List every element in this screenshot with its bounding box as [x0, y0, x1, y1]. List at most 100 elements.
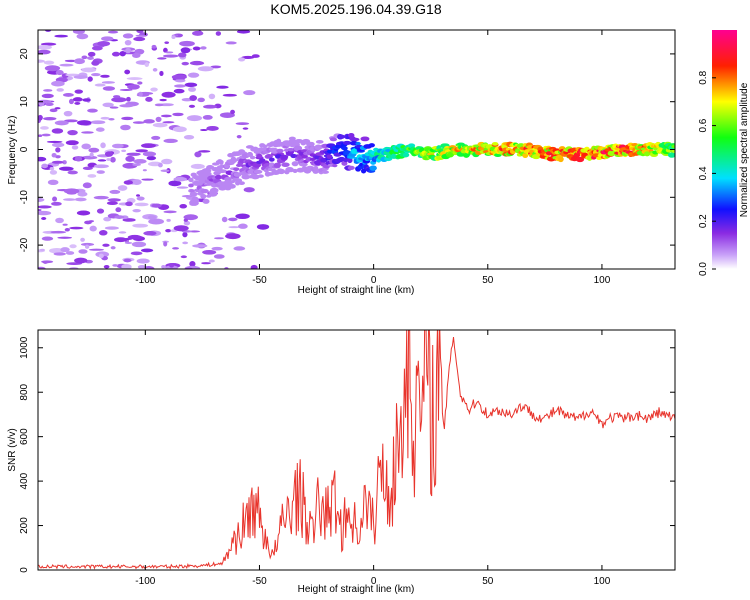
spectrogram-ridge-cell	[281, 162, 290, 167]
spectrogram-ridge-cell	[315, 139, 324, 144]
spectrogram-ridge-cell	[321, 170, 329, 174]
colorbar: 0.0 0.2 0.4 0.6 0.8 Normalized spectral ampl…	[698, 30, 750, 276]
spectrogram-noise-cell	[171, 35, 176, 39]
spectrogram-ridge-cell	[308, 141, 315, 147]
spectrogram-noise-cell	[202, 249, 217, 255]
spectrogram-ridge-cell	[228, 183, 236, 189]
spectrogram-noise-cell	[131, 179, 142, 186]
spectrogram-noise-cell	[41, 236, 54, 241]
spectrogram-noise-cell	[51, 201, 62, 206]
spectrogram-noise-cell	[166, 218, 171, 222]
spectrogram-ridge-cell	[342, 140, 352, 145]
spectrogram-ridge-cell	[188, 183, 194, 188]
spectrogram-noise-cell	[208, 259, 215, 263]
snr-ytick-label: 0	[19, 567, 30, 573]
spectrogram-noise-cell	[51, 80, 65, 87]
spectrogram-ytick-label: 20	[19, 48, 30, 60]
spectrogram-noise-cell	[38, 99, 52, 104]
spectrogram-noise-cell	[132, 163, 141, 167]
spectrogram-noise-cell	[243, 187, 255, 193]
spectrogram-noise-cell	[54, 107, 61, 110]
spectrogram-noise-cell	[151, 44, 157, 49]
spectrogram-noise-cell	[127, 234, 142, 240]
spectrogram-ridge-cell	[273, 162, 281, 168]
spectrogram-noise-cell	[100, 142, 106, 149]
spectrogram-ridge-cell	[332, 164, 338, 168]
spectrogram-noise-cell	[243, 90, 256, 96]
spectrogram-ridge-cell	[193, 198, 200, 203]
spectrogram-noise-cell	[125, 47, 132, 54]
spectrogram-noise-cell	[126, 77, 143, 80]
spectrogram-noise-cell	[76, 120, 92, 126]
spectrogram-noise-cell	[183, 218, 188, 222]
spectrogram-noise-cell	[41, 260, 54, 264]
spectrogram-noise-cell	[73, 75, 88, 79]
spectrogram-noise-cell	[221, 216, 228, 223]
spectrogram-noise-cell	[91, 60, 100, 66]
spectrogram-noise-cell	[111, 97, 127, 103]
spectrogram-noise-cell	[162, 54, 179, 58]
spectrogram-noise-cell	[38, 114, 43, 121]
spectrogram-ridge-cell	[218, 169, 227, 173]
spectrogram-noise-cell	[132, 121, 145, 124]
spectrogram-noise-cell	[82, 166, 93, 170]
spectrogram-noise-cell	[81, 67, 97, 73]
spectrogram-noise-cell	[91, 45, 103, 51]
spectrogram-noise-cell	[87, 108, 98, 113]
snr-ytick-label: 600	[19, 428, 30, 445]
spectrogram-ridge-cell	[298, 162, 308, 167]
spectrogram-noise-cell	[189, 95, 198, 102]
spectrogram-ridge-cell	[276, 148, 284, 153]
spectrogram-noise-cell	[124, 241, 133, 244]
spectrogram-noise-cell	[51, 152, 57, 158]
spectrogram-noise-cell	[44, 65, 61, 72]
spectrogram-ridge-cell	[214, 174, 222, 180]
spectrogram-noise-cell	[141, 178, 154, 181]
spectrogram-ridge-cell	[268, 157, 275, 162]
spectrogram-noise-cell	[188, 104, 196, 108]
spectrogram-ytick-label: -20	[19, 237, 30, 252]
spectrogram-noise-cell	[123, 258, 132, 263]
spectrogram-noise-cell	[188, 87, 197, 92]
snr-xtick-label: 50	[482, 576, 494, 587]
spectrogram-noise-cell	[171, 74, 187, 80]
spectrogram-noise-cell	[202, 115, 213, 120]
spectrogram-noise-cell	[216, 85, 229, 89]
spectrogram-noise-cell	[190, 163, 205, 170]
spectrogram-noise-cell	[140, 248, 154, 253]
spectrogram-ylabel: Frequency (Hz)	[7, 116, 18, 185]
spectrogram-noise-cell	[233, 246, 246, 251]
spectrogram-ridge-cell	[312, 165, 319, 171]
spectrogram-noise-cell	[114, 215, 125, 219]
spectrogram-noise-cell	[225, 41, 237, 45]
spectrogram-noise-cell	[119, 51, 126, 57]
spectrogram-noise-cell	[82, 182, 92, 189]
spectrogram-ridge-cell	[368, 143, 375, 148]
spectrogram-noise-cell	[136, 194, 141, 197]
spectrogram-ridge-cell	[491, 141, 499, 146]
spectrogram-noise-cell	[103, 216, 112, 222]
spectrogram-noise-cell	[237, 57, 246, 62]
spectrogram-ridge-cell	[575, 156, 585, 163]
spectrogram-noise-cell	[74, 197, 87, 202]
spectrogram-noise-cell	[51, 142, 65, 148]
spectrogram-noise-cell	[106, 201, 118, 206]
spectrogram-noise-cell	[74, 156, 83, 162]
spectrogram-ridge-cell	[206, 169, 212, 173]
spectrogram-noise-cell	[183, 220, 191, 226]
spectrogram-noise-cell	[137, 81, 143, 85]
spectrogram-ridge-cell	[355, 141, 361, 146]
spectrogram-noise-cell	[109, 106, 119, 109]
spectrogram-ridge-cell	[265, 153, 273, 159]
spectrogram-noise-cell	[97, 159, 107, 162]
spectrogram-ridge-cell	[671, 144, 675, 149]
spectrogram-noise-cell	[101, 81, 115, 84]
spectrogram-noise-cell	[100, 116, 110, 120]
spectrogram-noise-cell	[38, 266, 46, 269]
spectrogram-ridge-cell	[305, 156, 312, 162]
spectrogram-xtick-label: -50	[252, 275, 267, 286]
spectrogram-ridge-cell	[245, 145, 254, 149]
spectrogram-ridge-cell	[189, 191, 198, 197]
spectrogram-noise-cell	[55, 70, 64, 76]
